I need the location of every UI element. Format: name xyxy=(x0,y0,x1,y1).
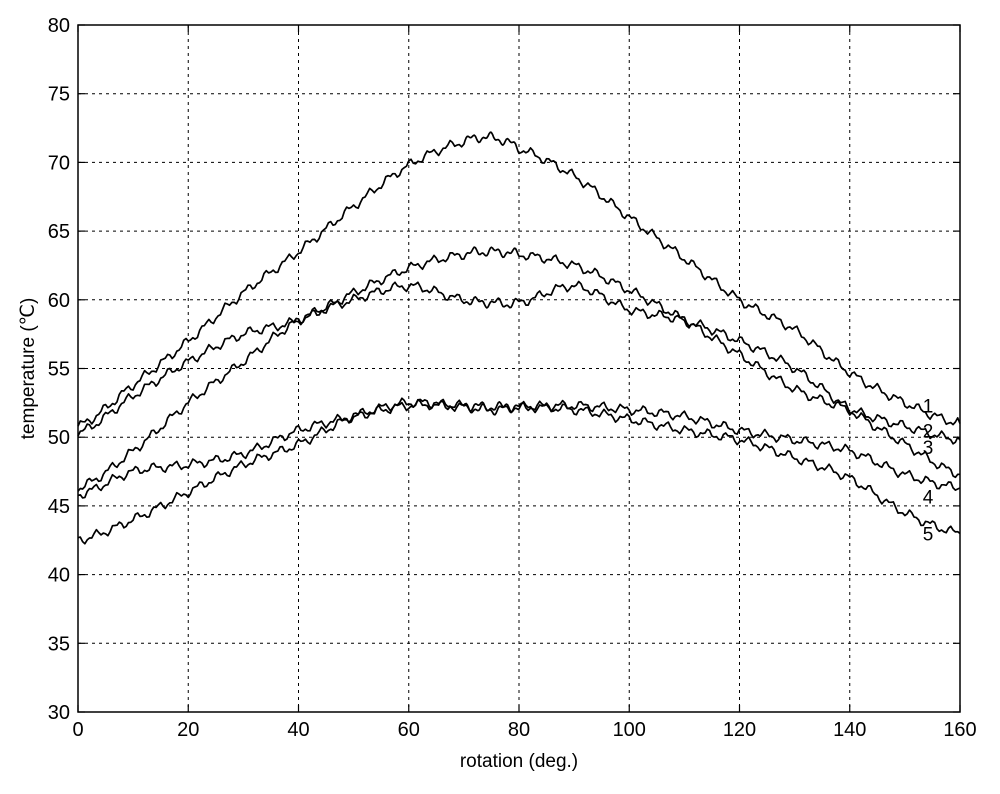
x-tick-label: 160 xyxy=(943,719,976,741)
series-group xyxy=(77,131,961,545)
y-tick-label: 45 xyxy=(48,496,70,518)
y-tick-label: 70 xyxy=(48,152,70,174)
y-tick-label: 40 xyxy=(48,565,70,587)
x-tick-labels: 0 20 40 60 80 100 120 140 160 xyxy=(72,25,977,741)
series-line-1 xyxy=(77,131,961,427)
series-label-3: 3 xyxy=(923,438,934,459)
x-tick-label: 120 xyxy=(723,719,756,741)
x-tick-label: 80 xyxy=(508,719,530,741)
series-line-2 xyxy=(77,246,961,445)
x-tick-label: 60 xyxy=(398,719,420,741)
x-tick-label: 140 xyxy=(833,719,866,741)
y-tick-label: 75 xyxy=(48,84,70,106)
series-label-4: 4 xyxy=(923,487,934,508)
series-label-2: 2 xyxy=(923,421,934,442)
series-line-5 xyxy=(77,397,961,545)
series-label-5: 5 xyxy=(923,524,934,545)
series-line-4 xyxy=(77,398,961,499)
x-tick-label: 0 xyxy=(72,719,83,741)
y-tick-label: 50 xyxy=(48,427,70,449)
y-axis-label: temperature (℃) xyxy=(18,298,39,440)
x-tick-label: 100 xyxy=(613,719,646,741)
x-axis-label: rotation (deg.) xyxy=(460,751,578,772)
y-tick-label: 35 xyxy=(48,633,70,655)
y-tick-label: 60 xyxy=(48,290,70,312)
grid-lines xyxy=(78,25,960,712)
y-tick-label: 55 xyxy=(48,359,70,381)
y-tick-label: 80 xyxy=(48,15,70,37)
x-tick-label: 20 xyxy=(177,719,199,741)
series-line-3 xyxy=(77,280,961,492)
series-label-1: 1 xyxy=(923,397,934,418)
y-tick-label: 65 xyxy=(48,221,70,243)
y-tick-label: 30 xyxy=(48,702,70,724)
x-tick-label: 40 xyxy=(287,719,309,741)
